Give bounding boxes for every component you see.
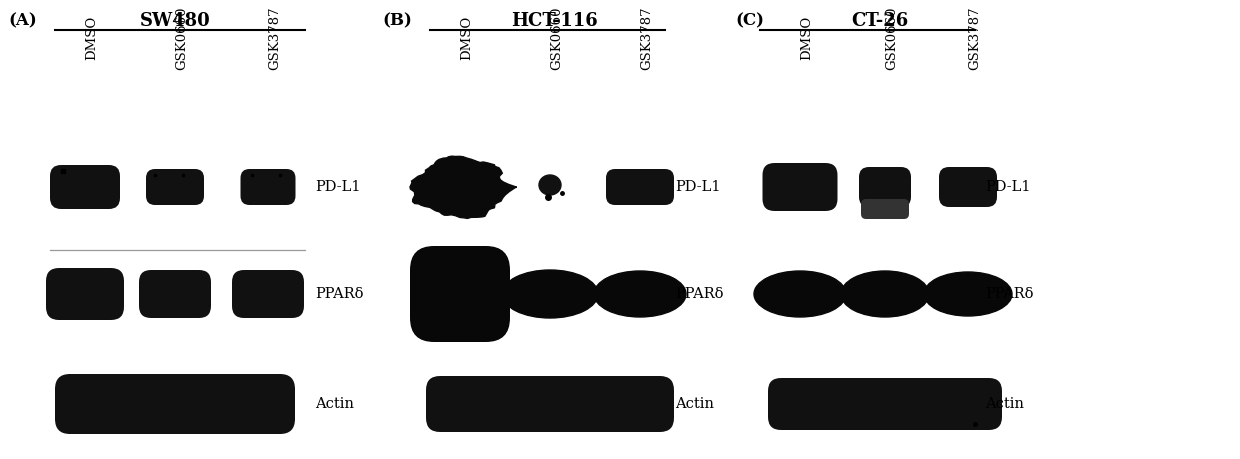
- Text: DMSO: DMSO: [86, 16, 98, 60]
- Polygon shape: [410, 156, 517, 218]
- Text: Actin: Actin: [315, 397, 353, 411]
- Text: DMSO: DMSO: [800, 16, 813, 60]
- Text: Actin: Actin: [985, 397, 1024, 411]
- Ellipse shape: [594, 271, 686, 317]
- Text: PPARδ: PPARδ: [985, 287, 1033, 301]
- Text: GSK0660: GSK0660: [885, 6, 898, 70]
- FancyBboxPatch shape: [410, 246, 510, 342]
- Ellipse shape: [539, 175, 560, 195]
- Text: GSK0660: GSK0660: [551, 6, 563, 70]
- FancyBboxPatch shape: [939, 167, 997, 207]
- FancyBboxPatch shape: [50, 165, 120, 209]
- Text: (A): (A): [7, 12, 37, 29]
- FancyBboxPatch shape: [232, 270, 304, 318]
- FancyBboxPatch shape: [146, 169, 205, 205]
- Text: DMSO: DMSO: [460, 16, 472, 60]
- FancyBboxPatch shape: [606, 169, 675, 205]
- Text: CT-26: CT-26: [852, 12, 909, 30]
- FancyBboxPatch shape: [763, 163, 837, 211]
- FancyBboxPatch shape: [55, 374, 295, 434]
- Text: SW480: SW480: [140, 12, 211, 30]
- Text: PD-L1: PD-L1: [675, 180, 720, 194]
- Text: Actin: Actin: [675, 397, 714, 411]
- FancyBboxPatch shape: [427, 376, 675, 432]
- Ellipse shape: [841, 271, 929, 317]
- FancyBboxPatch shape: [46, 268, 124, 320]
- Text: PPARδ: PPARδ: [675, 287, 723, 301]
- Text: (B): (B): [382, 12, 412, 29]
- Text: HCT-116: HCT-116: [512, 12, 599, 30]
- FancyBboxPatch shape: [861, 199, 909, 219]
- Ellipse shape: [924, 272, 1012, 316]
- FancyBboxPatch shape: [859, 167, 911, 207]
- Ellipse shape: [502, 270, 598, 318]
- Ellipse shape: [754, 271, 846, 317]
- Text: PPARδ: PPARδ: [315, 287, 363, 301]
- Text: GSK3787: GSK3787: [640, 6, 653, 70]
- Text: GSK0660: GSK0660: [175, 6, 188, 70]
- Ellipse shape: [434, 158, 458, 175]
- Text: (C): (C): [735, 12, 764, 29]
- FancyBboxPatch shape: [139, 270, 211, 318]
- Text: GSK3787: GSK3787: [268, 6, 281, 70]
- FancyBboxPatch shape: [241, 169, 295, 205]
- Text: PD-L1: PD-L1: [315, 180, 361, 194]
- Text: PD-L1: PD-L1: [985, 180, 1030, 194]
- Text: GSK3787: GSK3787: [968, 6, 981, 70]
- FancyBboxPatch shape: [768, 378, 1002, 430]
